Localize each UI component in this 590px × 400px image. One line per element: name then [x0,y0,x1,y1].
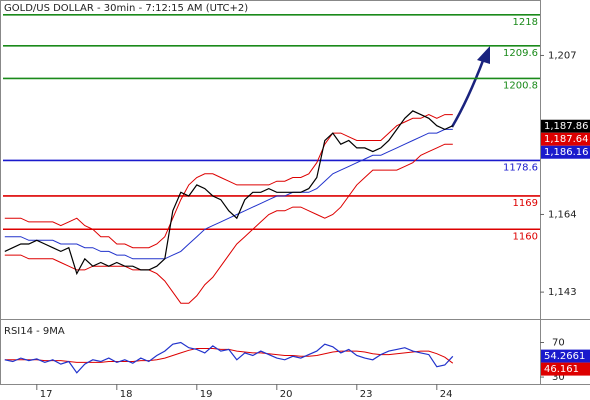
price-label-box [541,119,590,133]
series-line [4,348,454,364]
level-label: 1209.6 [503,48,538,59]
y-tick-label: 70 [552,337,565,348]
arrow-head [477,46,490,64]
level-label: 1218 [513,17,538,28]
y-tick-label: 1,164 [548,209,577,220]
series-line [4,341,454,374]
x-tick-label: 24 [440,389,453,400]
series-line [4,128,453,260]
level-label: 1160 [513,231,538,242]
rsi-label: 54.2661 [544,351,585,362]
rsi-label-box [541,362,590,376]
y-tick-label: 30 [552,372,565,383]
y-tick-label: 1,143 [548,287,577,298]
rsi-label-box [541,349,590,363]
price-label: 1,186.16 [544,147,589,158]
chart-title: GOLD/US DOLLAR - 30min - 7:12:15 AM (UTC… [4,3,248,14]
x-tick-label: 20 [280,389,293,400]
rsi-title: RSI14 - 9MA [4,326,65,337]
price-label-box [541,132,590,146]
level-label: 1200.8 [503,80,538,91]
series-line [4,110,454,276]
series-line [4,143,453,304]
level-label: 1169 [513,198,538,209]
y-tick-label: 1,207 [548,50,577,61]
rsi-label: 46.161 [544,364,579,375]
price-label-box [541,145,590,159]
x-tick-label: 17 [40,389,53,400]
level-label: 1178.6 [503,162,538,173]
x-tick-label: 19 [200,389,213,400]
series-line [4,114,453,249]
x-tick-label: 23 [360,389,373,400]
price-label: 1,187.86 [544,121,589,132]
forecast-arrow [450,57,486,128]
price-label: 1,187.64 [544,134,589,145]
x-tick-label: 18 [120,389,133,400]
frame [0,0,541,385]
